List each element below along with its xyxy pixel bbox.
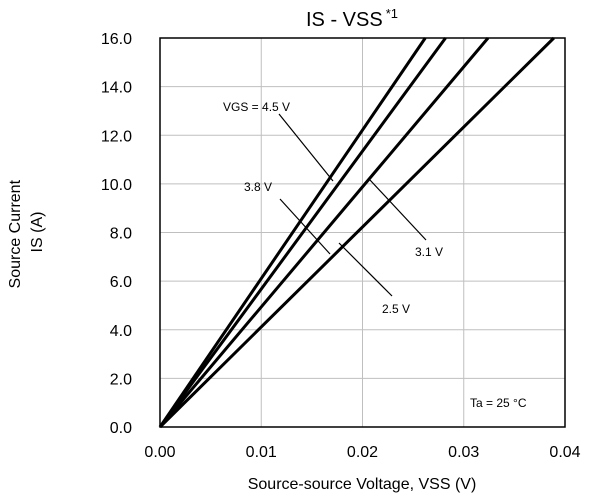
y-axis-title: Source Current IS (A) [7, 176, 46, 289]
leader-vgs-3-1 [369, 179, 427, 241]
plot-frame [159, 37, 566, 428]
leader-vgs-3-8 [279, 198, 331, 255]
chart-title-text: IS - VSS [306, 9, 383, 31]
condition-label: Ta = 25 °C [470, 396, 527, 410]
leader-vgs-4-5 [278, 113, 334, 182]
x-tick-label: 0.00 [144, 444, 175, 461]
y-tick-label: 10.0 [101, 177, 132, 194]
y-tick-label: 2.0 [110, 371, 132, 388]
x-tick-label: 0.03 [448, 444, 479, 461]
series-line-4 [158, 36, 555, 429]
y-tick-label: 12.0 [101, 128, 132, 145]
y-tick-label: 8.0 [110, 226, 132, 243]
label-vgs-2-5: 2.5 V [382, 302, 410, 316]
leader-vgs-2-5 [338, 242, 393, 297]
grid [160, 38, 565, 427]
series-group [158, 36, 555, 429]
label-vgs-4-5: VGS = 4.5 V [223, 100, 290, 114]
y-tick-label: 6.0 [110, 274, 132, 291]
chart-title: IS - VSS *1 [306, 6, 398, 31]
label-vgs-3-8: 3.8 V [244, 180, 272, 194]
y-tick-label: 0.0 [110, 420, 132, 437]
y-tick-label: 4.0 [110, 323, 132, 340]
y-axis-title-line1: Source Current [7, 179, 24, 288]
x-tick-label: 0.01 [246, 444, 277, 461]
y-axis-title-line2: IS (A) [29, 212, 46, 253]
series-line-1 [158, 37, 427, 428]
y-tick-label: 14.0 [101, 80, 132, 97]
x-tick-label: 0.04 [549, 444, 580, 461]
series-line-2 [158, 37, 447, 428]
chart-title-superscript: *1 [386, 6, 398, 21]
label-vgs-3-1: 3.1 V [415, 245, 443, 259]
x-axis-title: Source-source Voltage, VSS (V) [248, 476, 477, 493]
y-tick-label: 16.0 [101, 31, 132, 48]
tick-labels: 0.00 0.01 0.02 0.03 0.04 0.0 2.0 4.0 6.0 8.0 10.0 1… [101, 31, 581, 461]
series-line-3 [158, 37, 490, 428]
x-tick-label: 0.02 [347, 444, 378, 461]
